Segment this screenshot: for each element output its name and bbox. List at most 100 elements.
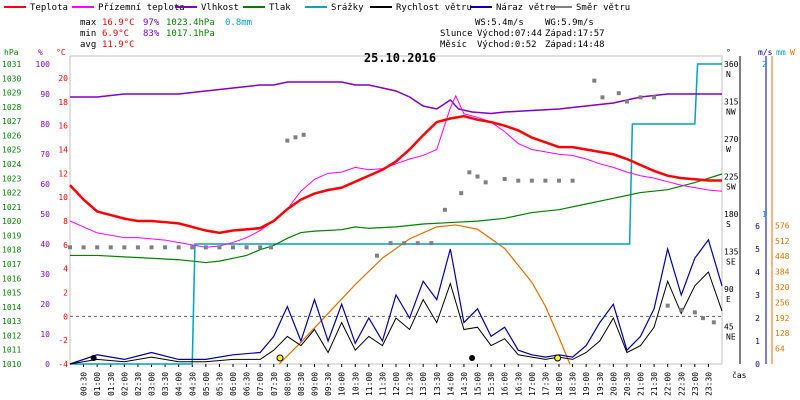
x-tick-label: 21:30 [650,372,659,396]
wind-dir-point [293,135,298,140]
pressure-tick: 1010 [2,360,21,369]
x-tick-label: 12:00 [392,372,401,396]
x-tick-label: 10:00 [338,372,347,396]
stat-max-hum: 97% [143,18,160,28]
x-tick-label: 05:00 [202,372,211,396]
info-wg: WG:5.9m/s [545,18,594,28]
wind-dir-point [217,245,222,250]
plot-area [69,55,723,365]
wind-dir-point [244,245,249,250]
axis-unit-dir: ° [726,48,731,57]
temp-tick: 6 [63,241,68,250]
rain-tick: 2 [762,60,767,69]
humidity-tick: 90 [40,90,50,99]
temp-tick: 8 [63,217,68,226]
wind-dir-point [592,78,597,83]
pressure-tick: 1023 [2,174,21,183]
humidity-tick: 70 [40,150,50,159]
wind-dir-point [467,170,472,175]
x-tick-label: 16:30 [514,372,523,396]
wind-dir-point [258,245,263,250]
wind-dir-point [442,207,447,212]
dir-tick: 45 [724,323,734,332]
axis-unit-hpa: hPa [4,48,19,57]
wind-dir-point [301,132,306,137]
x-tick-label: 08:30 [297,372,306,396]
temp-tick: 10 [58,193,68,202]
wind-dir-point [81,245,86,250]
humidity-tick: 40 [40,240,50,249]
x-tick-label: 07:30 [270,372,279,396]
x-tick-label: 06:30 [243,372,252,396]
series-humidity [70,81,722,115]
legend-bar [0,0,800,14]
pressure-tick: 1028 [2,103,21,112]
x-tick-label: 06:00 [229,372,238,396]
wind-tick: 6 [755,222,760,231]
x-tick-label: 03:00 [148,372,157,396]
pressure-tick: 1021 [2,203,21,212]
wind-dir-point [285,138,290,143]
wind-dir-point [68,245,72,250]
wind-dir-point [108,245,113,250]
humidity-tick: 60 [40,180,50,189]
wind-dir-point [616,91,621,96]
series-wind-gust [69,238,723,365]
solar-tick: 448 [775,252,790,261]
info-sun-label: Slunce [440,29,473,39]
series-temperature [69,114,722,235]
legend-label: Rychlost větru [396,3,472,13]
x-tick-label: 16:00 [501,372,510,396]
legend-label: Tlak [269,3,291,13]
x-tick-label: 20:30 [623,372,632,396]
temp-tick: -4 [58,360,68,369]
info-ws: WS:5.4m/s [475,18,524,28]
x-tick-label: 22:00 [664,372,673,396]
wind-dir-point [176,245,181,250]
x-tick-label: 18:30 [569,372,578,396]
x-tick-label: 23:30 [704,372,713,396]
wind-dir-point [502,177,507,181]
x-tick-label: 17:30 [541,372,550,396]
solar-tick: 128 [775,329,790,338]
humidity-tick: 100 [36,60,51,69]
stat-avg-label: avg [80,40,96,50]
axis-unit-pct: % [38,48,43,57]
stat-min-temp: 6.9°C [102,29,129,39]
temp-tick: 4 [63,265,68,274]
wind-dir-point [543,178,548,183]
pressure-tick: 1029 [2,89,21,98]
solar-tick: 576 [775,221,790,230]
x-tick-label: 22:30 [677,372,686,396]
axis-unit-ms: m/s [758,48,773,57]
x-tick-label: 01:00 [93,372,102,396]
stat-max-rain: 0.8mm [225,18,252,28]
axis-unit-w: W [790,48,795,57]
stat-min-label: min [80,29,96,39]
wind-dir-point [402,241,407,246]
stat-max-press: 1023.4hPa [166,18,215,28]
wind-dir-point [692,310,697,315]
x-tick-label: 09:00 [311,372,320,396]
wind-dir-point [557,178,561,183]
x-tick-label: 04:30 [188,372,197,396]
dir-tick: 135 [724,248,739,257]
info-moonrise: Východ:0:52 [477,40,537,50]
wind-dir-point [638,95,643,100]
humidity-tick: 50 [40,210,50,219]
dir-label: N [726,70,731,79]
x-tick-label: 15:00 [474,372,483,396]
chart-title: 25.10.2016 [364,51,436,65]
legend-label: Směr větru [576,3,630,13]
stat-max-label: max [80,18,97,28]
x-tick-label: 08:00 [283,372,292,396]
dir-label: SW [726,183,736,192]
pressure-tick: 1030 [2,74,21,83]
temp-tick: 14 [58,146,68,155]
sunrise-marker [276,354,284,362]
stat-min-hum: 83% [143,29,160,39]
series-solar [278,224,571,365]
temp-tick: 20 [58,74,68,83]
wind-dir-point [459,191,464,196]
